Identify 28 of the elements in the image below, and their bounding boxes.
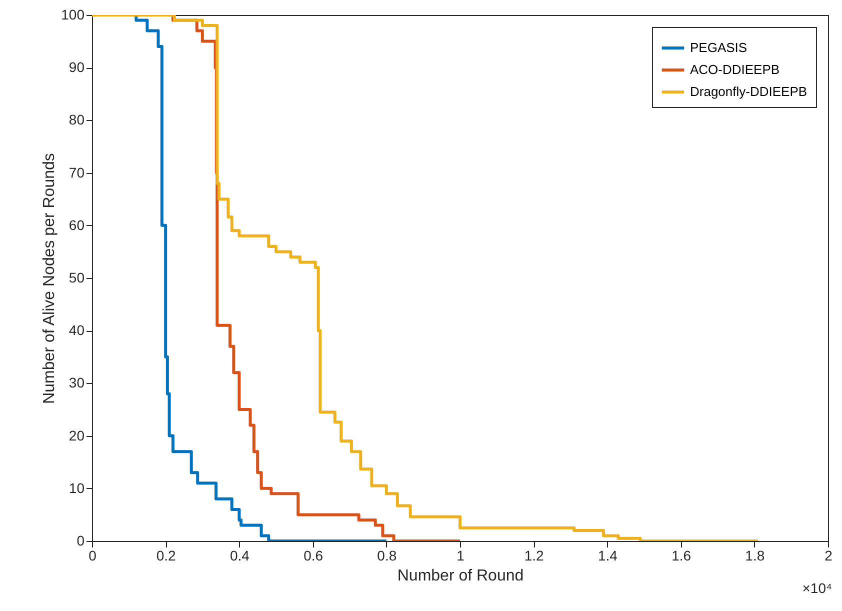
y-tick-label: 60 [68,216,85,233]
x-tick-label: 2 [824,548,833,564]
x-tick-label: 1.4 [598,548,618,564]
x-tick-label: 1.8 [745,548,765,564]
legend-label: Dragonfly-DDIEEPB [690,84,808,99]
x-tick-label: 0.2 [156,548,176,564]
x-tick-label: 0 [88,548,97,564]
y-tick-label: 100 [61,6,85,22]
y-tick-label: 20 [68,427,85,444]
y-tick-label: 10 [68,480,85,496]
y-tick-label: 30 [68,374,85,391]
y-tick-label: 0 [76,532,85,548]
legend-label: ACO-DDIEEPB [690,62,780,77]
legend-label: PEGASIS [690,40,748,55]
y-tick-label: 40 [68,322,85,338]
x-tick-label: 1.6 [672,548,692,564]
y-axis-title: Number of Alive Nodes per Rounds [41,153,58,404]
y-tick-label: 80 [68,112,85,128]
y-tick-label: 90 [68,59,85,76]
x-axis-title: Number of Round [397,568,524,584]
text: ×10⁴ [802,580,832,596]
x-tick-label: 0.6 [304,548,324,564]
x-tick-label: 0.4 [230,548,250,564]
y-tick-label: 50 [68,270,85,286]
y-tick-label: 70 [68,164,85,180]
x-tick-label: 0.8 [377,548,397,564]
x-tick-label: 1.2 [524,548,544,564]
x-tick-label: 1 [456,548,465,564]
